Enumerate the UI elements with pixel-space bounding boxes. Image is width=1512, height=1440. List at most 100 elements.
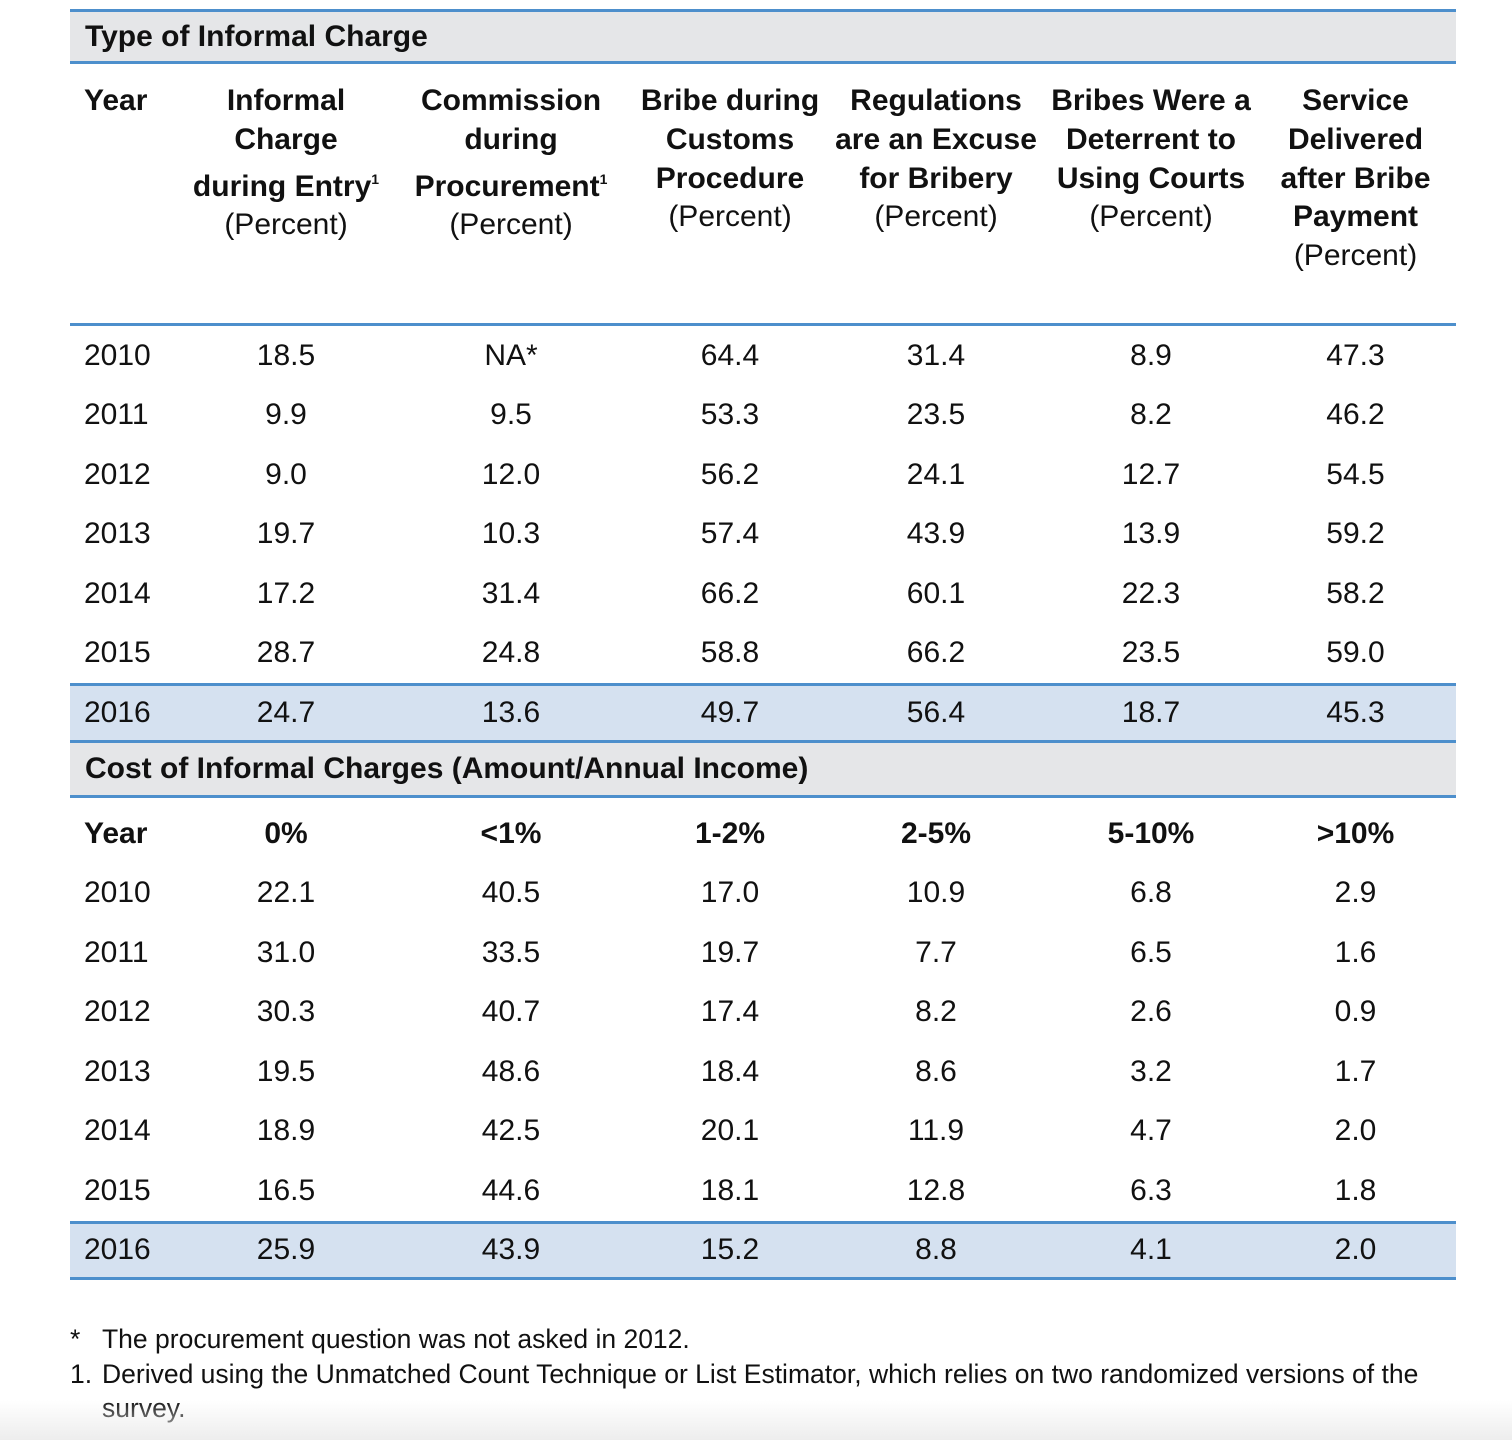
value-cell: 6.8 [1130,876,1172,910]
footnote: 1. Derived using the Unmatched Count Tec… [70,1357,1470,1426]
value-cell: 58.8 [700,636,760,670]
table-row: 2015 28.7 24.8 58.8 66.2 23.5 59.0 [70,624,1456,684]
value-cell: 23.5 [1121,636,1181,670]
value-cell: 16.5 [256,1173,316,1207]
column-header-unit: (Percent) [668,200,792,234]
value-cell: 24.1 [906,457,966,491]
column-header: 0% [264,816,308,850]
table-row: 2012 9.0 12.0 56.2 24.1 12.7 54.5 [70,445,1456,505]
value-cell: 31.0 [256,935,316,969]
table-body-cost: 2010 22.1 40.5 17.0 10.9 6.8 2.9 2011 31.0 33.5 19… [70,864,1456,1280]
year-cell: 2011 [84,935,149,969]
value-cell: 0.9 [1334,995,1377,1029]
column-header: Year [70,82,185,323]
value-cell: 64.4 [700,338,760,372]
year-cell: 2010 [84,338,151,372]
value-cell: 12.7 [1121,457,1181,491]
column-header-title: Bribes Were a Deterrent to Using Courts [1051,84,1251,195]
section-title-type: Type of Informal Charge [70,9,1456,64]
footnote-mark: 1. [70,1358,93,1389]
value-cell: 54.5 [1326,457,1385,491]
column-header: Year [84,816,148,850]
value-cell: 4.1 [1130,1233,1172,1267]
footnote-text: The procurement question was not asked i… [102,1324,690,1354]
value-cell: 8.9 [1130,338,1172,372]
value-cell: 19.5 [256,1054,316,1088]
table-row: 2014 17.2 31.4 66.2 60.1 22.3 58.2 [70,564,1456,624]
value-cell: 10.9 [906,876,966,910]
table-row: 2013 19.5 48.6 18.4 8.6 3.2 1.7 [70,1042,1456,1102]
column-header: 5-10% [1107,816,1195,850]
column-header: <1% [480,816,542,850]
value-cell: 33.5 [481,935,541,969]
value-cell: 9.0 [265,457,307,491]
value-cell: 13.9 [1121,517,1181,551]
column-header-unit: (Percent) [449,208,573,242]
column-header: Commission during Procurement1 (Percent) [387,82,635,323]
value-cell: 1.8 [1334,1173,1377,1207]
column-header-title: Service Delivered after Bribe Payment [1280,84,1431,234]
year-cell: 2011 [84,398,149,432]
value-cell: 19.7 [700,935,760,969]
table-row: 2012 30.3 40.7 17.4 8.2 2.6 0.9 [70,983,1456,1043]
table-row: 2014 18.9 42.5 20.1 11.9 4.7 2.0 [70,1102,1456,1162]
column-header-unit: (Percent) [874,200,998,234]
table-row: 2010 18.5 NA* 64.4 31.4 8.9 47.3 [70,326,1456,386]
year-cell: 2015 [84,1173,151,1207]
year-cell: 2014 [84,576,151,610]
value-cell: 22.3 [1121,576,1181,610]
value-cell: 18.4 [700,1054,760,1088]
value-cell: 43.9 [481,1233,541,1267]
value-cell: 59.2 [1326,517,1385,551]
year-cell: 2016 [84,1233,151,1267]
value-cell: 44.6 [481,1173,541,1207]
table-row: 2011 9.9 9.5 53.3 23.5 8.2 46.2 [70,386,1456,446]
value-cell: 24.7 [256,695,316,729]
year-cell: 2016 [84,695,151,729]
value-cell: 66.2 [700,576,760,610]
column-header-title: Year [84,84,148,117]
value-cell: 48.6 [481,1054,541,1088]
value-cell: 56.4 [906,695,966,729]
column-header-unit: (Percent) [224,208,348,242]
table-row: 2016 24.7 13.6 49.7 56.4 18.7 45.3 [70,683,1456,743]
value-cell: 11.9 [907,1114,965,1148]
value-cell: 2.6 [1130,995,1172,1029]
value-cell: 31.4 [906,338,966,372]
year-cell: 2014 [84,1114,151,1148]
value-cell: 9.9 [265,398,307,432]
year-cell: 2012 [84,995,151,1029]
value-cell: 28.7 [256,636,316,670]
value-cell: 40.7 [481,995,541,1029]
value-cell: 40.5 [481,876,541,910]
column-header: >10% [1316,816,1395,850]
header-row-type: Year Informal Charge during Entry1 (Percen… [70,64,1456,326]
column-header-unit: (Percent) [1293,239,1418,273]
column-header-title: Regulations are an Excuse for Bribery [835,84,1037,195]
value-cell: 2.9 [1334,876,1377,910]
value-cell: 12.8 [906,1173,966,1207]
value-cell: 2.0 [1334,1233,1377,1267]
value-cell: 4.7 [1130,1114,1172,1148]
value-cell: 13.6 [481,695,541,729]
value-cell: 17.4 [700,995,760,1029]
column-header-unit: (Percent) [1089,200,1213,234]
table-row: 2010 22.1 40.5 17.0 10.9 6.8 2.9 [70,864,1456,924]
value-cell: 42.5 [481,1114,541,1148]
page-fade [0,1400,1512,1440]
value-cell: 46.2 [1326,398,1385,432]
value-cell: 31.4 [481,576,541,610]
value-cell: 15.2 [700,1233,760,1267]
value-cell: 10.3 [481,517,541,551]
value-cell: 24.8 [481,636,541,670]
value-cell: 2.0 [1334,1114,1377,1148]
value-cell: 60.1 [906,576,966,610]
column-header-title: Commission during Procurement1 [414,84,608,203]
year-cell: 2013 [84,517,151,551]
table-row: 2013 19.7 10.3 57.4 43.9 13.9 59.2 [70,505,1456,565]
column-header: Service Delivered after Bribe Payment (Pe… [1255,82,1456,323]
value-cell: NA* [484,338,538,372]
value-cell: 1.7 [1334,1054,1377,1088]
footnote-mark: * [70,1324,81,1354]
column-header: 2-5% [900,816,972,850]
